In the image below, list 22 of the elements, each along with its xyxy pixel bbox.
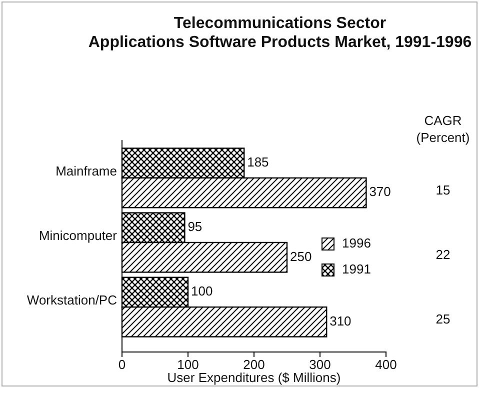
x-axis-title: User Expenditures ($ Millions) bbox=[167, 370, 341, 385]
x-tick-label: 400 bbox=[375, 357, 397, 372]
data-label: 250 bbox=[290, 248, 312, 264]
y-tick-label: Mainframe bbox=[56, 163, 117, 178]
x-tick-label: 300 bbox=[309, 357, 331, 372]
y-tick-label: Workstation/PC bbox=[26, 292, 117, 308]
text: CAGR (Percent) bbox=[416, 113, 470, 145]
text: 25 bbox=[436, 312, 450, 327]
text: 22 bbox=[436, 247, 450, 262]
chart-title: Telecommunications Sector Applications Software Products Market, 1991-1996 bbox=[88, 15, 472, 51]
data-label: 185 bbox=[247, 154, 269, 170]
x-tick-label: 200 bbox=[243, 357, 265, 372]
text: 15 bbox=[436, 182, 450, 198]
data-label: 100 bbox=[191, 284, 213, 299]
legend-label: 1991 bbox=[342, 261, 371, 276]
data-label: 310 bbox=[330, 313, 352, 328]
x-tick-label: 100 bbox=[177, 357, 199, 372]
x-tick-label: 0 bbox=[118, 357, 126, 372]
y-tick-label: Minicomputer bbox=[38, 228, 118, 243]
legend-label: 1996 bbox=[342, 235, 371, 250]
data-label: 370 bbox=[369, 184, 391, 200]
data-label: 95 bbox=[188, 219, 202, 234]
